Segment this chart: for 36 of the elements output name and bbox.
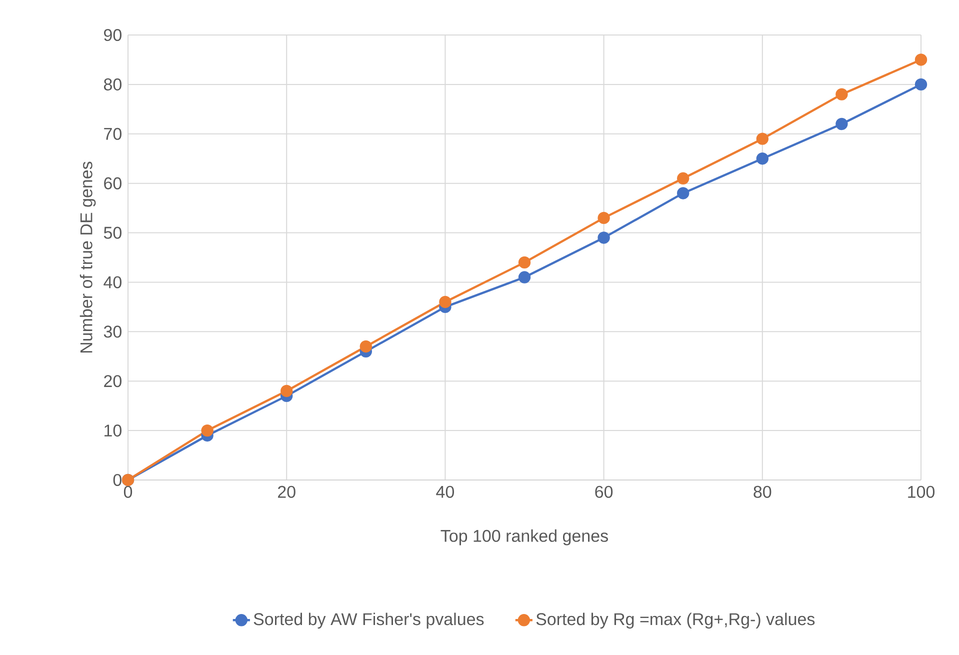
y-axis-title: Number of true DE genes <box>80 162 96 352</box>
x-axis-title: Top 100 ranked genes <box>440 529 608 546</box>
x-tick-label: 80 <box>754 486 772 498</box>
y-tick-label: 90 <box>104 28 122 42</box>
y-tick-label: 70 <box>104 128 122 140</box>
point <box>677 172 690 184</box>
point <box>914 78 928 91</box>
legend-label: Sorted by AW Fisher's pvalues <box>254 612 484 629</box>
y-tick-label: 20 <box>104 375 122 388</box>
point <box>518 256 531 269</box>
y-tick-label: 40 <box>104 276 122 288</box>
y-tick-label: 60 <box>104 177 122 190</box>
y-tick-label: 10 <box>104 424 122 437</box>
point <box>914 54 928 66</box>
x-tick-label: 0 <box>124 486 132 498</box>
legend-label: Sorted by Rg =max (Rg+,Rg-) values <box>536 612 815 629</box>
point <box>518 271 531 284</box>
point <box>439 296 452 308</box>
point <box>360 340 372 353</box>
point <box>201 424 214 437</box>
y-tick-label: 50 <box>104 226 122 239</box>
x-tick-label: 100 <box>908 486 935 498</box>
point <box>677 187 690 200</box>
x-tick-label: 20 <box>278 486 296 498</box>
point <box>756 152 769 165</box>
y-tick-label: 30 <box>104 326 122 338</box>
point <box>280 384 293 398</box>
x-tick-label: 40 <box>436 486 454 498</box>
y-tick-label: 0 <box>113 474 122 486</box>
point <box>598 212 610 224</box>
x-tick-label: 60 <box>595 486 613 498</box>
point <box>836 88 848 100</box>
point <box>836 118 848 130</box>
point <box>598 232 610 244</box>
y-tick-label: 80 <box>104 78 122 90</box>
point <box>756 132 769 145</box>
